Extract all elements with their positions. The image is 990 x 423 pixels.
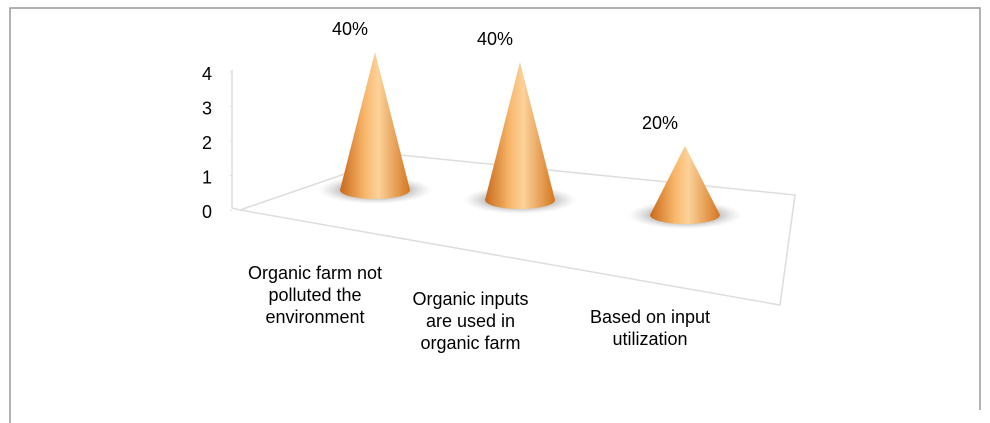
value-label: 20% bbox=[642, 113, 678, 133]
cone bbox=[340, 52, 410, 199]
y-tick-label: 0 bbox=[202, 202, 212, 222]
x-tick-label: Organic farm not polluted the environmen… bbox=[247, 263, 383, 327]
x-tick-label: Based on input utilization bbox=[589, 307, 711, 349]
y-tick-label: 2 bbox=[202, 133, 212, 153]
value-label: 40% bbox=[332, 19, 368, 39]
y-tick-label: 3 bbox=[202, 98, 212, 118]
y-tick-label: 1 bbox=[202, 167, 212, 187]
value-label: 40% bbox=[477, 29, 513, 49]
x-tick-label: Organic inputs are used in organic farm bbox=[412, 289, 529, 353]
cone bbox=[485, 62, 555, 209]
frame bbox=[9, 7, 981, 423]
y-tick-label: 4 bbox=[202, 64, 212, 84]
axis-corner bbox=[231, 207, 241, 211]
cone bbox=[650, 146, 720, 224]
